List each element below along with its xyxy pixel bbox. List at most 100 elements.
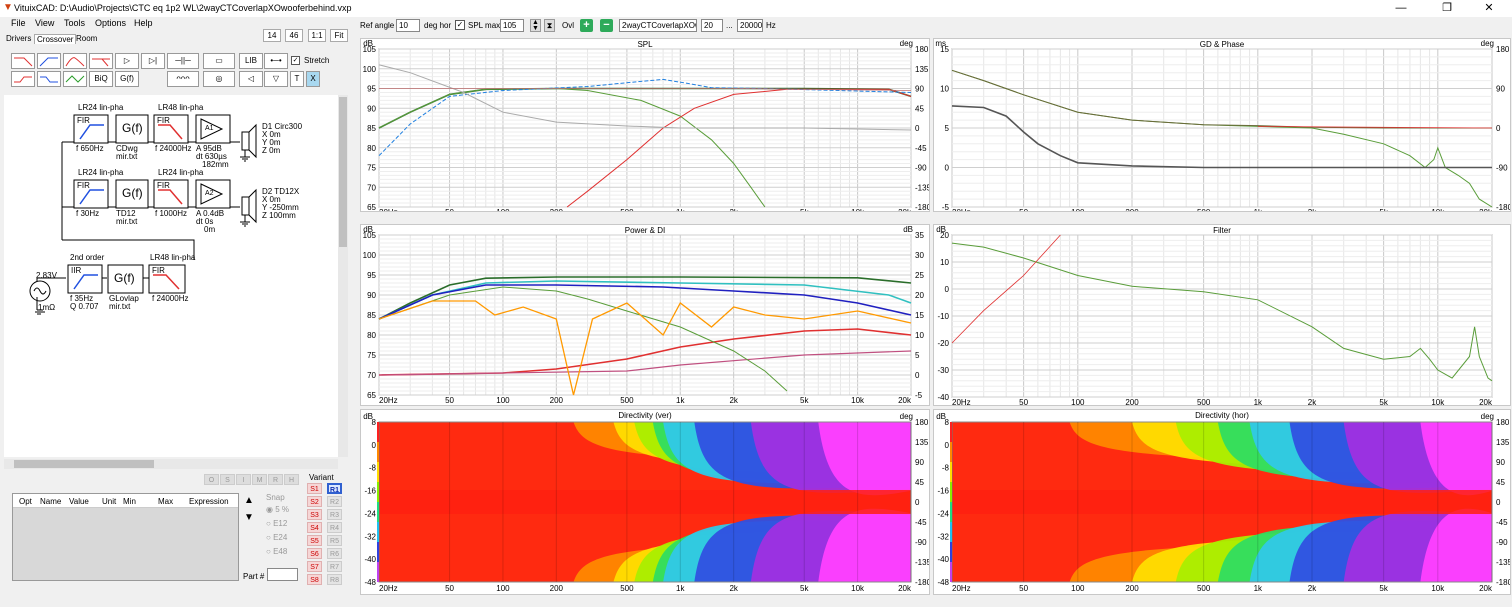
peak-green-icon[interactable] [63,71,87,87]
heat-center [952,490,1492,514]
spl-max-input[interactable]: 105 [500,19,524,32]
filter-chart-panel[interactable]: Filter 20Hz 50 100 200 500 1k 2k 5k 10k 20k 20 10 0-… [933,224,1511,406]
variant-s4-button[interactable]: S4 [307,522,322,533]
variant-s6-button[interactable]: S6 [307,548,322,559]
highpass-blue-icon[interactable] [37,53,61,69]
delete-tool-button[interactable]: X [306,71,320,87]
freq-min-input[interactable]: 20 [701,19,723,32]
opt-s-button[interactable]: S [220,474,235,485]
overlay-file-field[interactable]: 2wayCTCoverlapXOwooferbehind [619,19,697,32]
resistor-icon[interactable]: ▭ [203,53,235,69]
schematic-canvas[interactable]: LR24 lin-pha LR48 lin-pha FIR G(f) FIR A… [4,95,338,457]
zoom-1to1-button[interactable]: 1:1 [308,29,326,42]
variant-r1-button[interactable]: R1 [327,483,342,494]
allpass-icon[interactable] [89,53,113,69]
maximize-button[interactable]: ❐ [1442,2,1452,14]
schematic-wiring [29,114,257,315]
shelf-blue-icon[interactable] [37,71,61,87]
left-tick: 90 [367,291,376,300]
opt-i-button[interactable]: I [236,474,251,485]
gd-phase-chart-panel[interactable]: GD & Phase 20Hz 50 100 200 500 1k 2k 5k 10k 20k 15… [933,38,1511,212]
heat-band-top [818,422,911,496]
text-tool-button[interactable]: T [290,71,304,87]
variant-r2-button[interactable]: R2 [327,496,342,507]
zoom-fit-button[interactable]: Fit [330,29,348,42]
shelf-red-icon[interactable] [11,71,35,87]
d1-x: X 0m [262,130,281,139]
directivity-ver-panel[interactable]: Directivity (ver) 20Hz 50 100 200 500 1k 2k 5k 1… [360,409,930,595]
directivity-hor-panel[interactable]: Directivity (hor) 20Hz 50 100 200 500 1k 2k 5k 1… [933,409,1511,595]
menu-tools[interactable]: Tools [64,18,86,28]
power-di-chart-panel[interactable]: Power & DI 20Hz 50 100 200 500 1k 2k 5k 10k 20k 10… [360,224,930,406]
variant-r5-button[interactable]: R5 [327,535,342,546]
tab-drivers[interactable]: Drivers [6,34,32,43]
move-down-icon[interactable]: ▼ [244,512,254,523]
stretch-checkbox[interactable]: ✓ [291,56,300,65]
inverting-buffer-icon[interactable]: ▷| [141,53,165,69]
lowpass-red-icon[interactable] [11,53,35,69]
variant-s8-button[interactable]: S8 [307,574,322,585]
tab-crossover[interactable]: Crossover [34,34,77,44]
left-tick: -48 [364,578,376,587]
menu-view[interactable]: View [35,18,55,28]
schematic-hscroll[interactable] [4,459,338,469]
opt-m-button[interactable]: M [252,474,267,485]
close-button[interactable]: ✕ [1484,2,1494,14]
b1-freq-1: f 650Hz [76,144,104,153]
collapse-icon[interactable]: ⧗ [544,19,555,32]
tab-room[interactable]: Room [76,34,98,43]
variant-s7-button[interactable]: S7 [307,561,322,572]
part-number-input[interactable] [267,568,298,581]
freq-max-input[interactable]: 20000 [737,19,763,32]
bandpass-red-icon[interactable] [63,53,87,69]
menu-help[interactable]: Help [134,18,153,28]
remove-overlay-icon[interactable]: − [600,19,613,32]
variant-r6-button[interactable]: R6 [327,548,342,559]
inductor-icon[interactable]: ᴖᴖᴖ [167,71,199,87]
snap-e12[interactable]: ○ E12 [266,519,288,528]
right-tick: -135 [915,558,930,567]
zoom-46-button[interactable]: 46 [285,29,303,42]
snap-5pct[interactable]: ◉ 5 % [266,505,289,514]
variant-r7-button[interactable]: R7 [327,561,342,572]
snap-e48[interactable]: ○ E48 [266,547,288,556]
variant-s5-button[interactable]: S5 [307,535,322,546]
right-unit: deg [1481,412,1494,421]
b1-gf-label: G(f) [122,121,143,135]
gf-button[interactable]: G(f) [115,71,139,87]
variant-s3-button[interactable]: S3 [307,509,322,520]
right-tick: 180 [1496,418,1510,427]
spl-max-checkbox[interactable]: ✓ [455,20,465,30]
variant-r3-button[interactable]: R3 [327,509,342,520]
capacitor-icon[interactable]: ─||─ [167,53,199,69]
opt-o-button[interactable]: O [204,474,219,485]
biquad-button[interactable]: BiQ [89,71,113,87]
zoom-14-button[interactable]: 14 [263,29,281,42]
freq-tick: 1k [1254,208,1263,212]
menu-file[interactable]: File [11,18,26,28]
variant-s1-button[interactable]: S1 [307,483,322,494]
transformer-icon[interactable]: ◎ [203,71,235,87]
opt-h-button[interactable]: H [284,474,299,485]
variant-r4-button[interactable]: R4 [327,522,342,533]
ref-angle-input[interactable]: 10 [396,19,420,32]
add-overlay-icon[interactable]: + [580,19,593,32]
schematic-vscroll[interactable] [338,95,348,457]
right-tick: 180 [915,418,929,427]
opt-r-button[interactable]: R [268,474,283,485]
snap-e24[interactable]: ○ E24 [266,533,288,542]
minimize-button[interactable]: — [1395,2,1407,14]
move-up-icon[interactable]: ▲ [244,495,254,506]
right-tick: 135 [915,438,929,447]
menu-options[interactable]: Options [95,18,127,28]
spl-max-spinner-icon[interactable]: ▲ ▼ [530,19,541,32]
variant-s2-button[interactable]: S2 [307,496,322,507]
library-button[interactable]: LIB [239,53,263,69]
ground-icon[interactable]: ▽ [264,71,288,87]
wire-icon[interactable]: •─• [264,53,288,69]
speaker-icon[interactable]: ◁ [239,71,263,87]
spl-chart-panel[interactable]: SPL 20Hz 50 100 200 500 1k 2k 5k 10k 20k 105 100 95 9… [360,38,930,212]
optimizer-grid[interactable]: Opt Name Value Unit Min Max Expression [12,493,239,581]
variant-r8-button[interactable]: R8 [327,574,342,585]
buffer-icon[interactable]: ▷ [115,53,139,69]
